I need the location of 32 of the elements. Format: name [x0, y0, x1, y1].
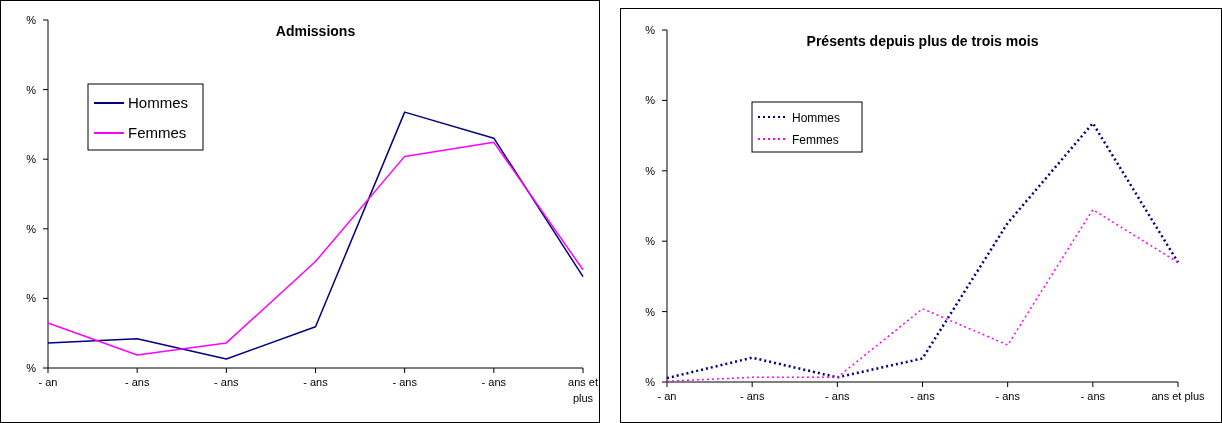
chart-title: Présents depuis plus de trois mois — [806, 33, 1039, 49]
y-axis-title: % — [645, 376, 656, 388]
x-tick-label: ans et plus — [568, 376, 598, 404]
x-tick-label: - ans — [739, 390, 765, 402]
x-tick-label: - an — [38, 376, 58, 388]
legend-label: Femmes — [792, 133, 839, 147]
x-tick-label: - ans — [910, 390, 936, 402]
x-tick-label: - ans — [825, 390, 851, 402]
legend-label: Hommes — [792, 111, 841, 125]
text: % — [645, 24, 655, 36]
text: % — [26, 14, 36, 26]
chart-title: Admissions — [275, 23, 356, 39]
x-tick-label: - an — [657, 390, 677, 402]
legend-label: Femmes — [128, 124, 187, 141]
x-tick-label: - ans — [1080, 390, 1106, 402]
x-tick-label: - ans — [214, 376, 240, 388]
x-tick-label: - ans — [995, 390, 1021, 402]
y-axis-title: % — [26, 362, 37, 374]
x-tick-label: - ans — [481, 376, 507, 388]
x-tick-label: - ans — [392, 376, 418, 388]
text: % — [645, 94, 655, 107]
legend-label: Hommes — [128, 94, 189, 111]
text: % — [645, 235, 655, 248]
x-tick-label: - ans — [124, 376, 150, 388]
x-tick-label: ans et plus — [1151, 390, 1206, 402]
text: % — [26, 222, 36, 235]
text: % — [26, 153, 36, 166]
text: % — [645, 164, 655, 177]
text: % — [645, 305, 655, 318]
text: % — [26, 83, 36, 96]
text: % — [26, 292, 36, 305]
x-tick-label: - ans — [303, 376, 329, 388]
